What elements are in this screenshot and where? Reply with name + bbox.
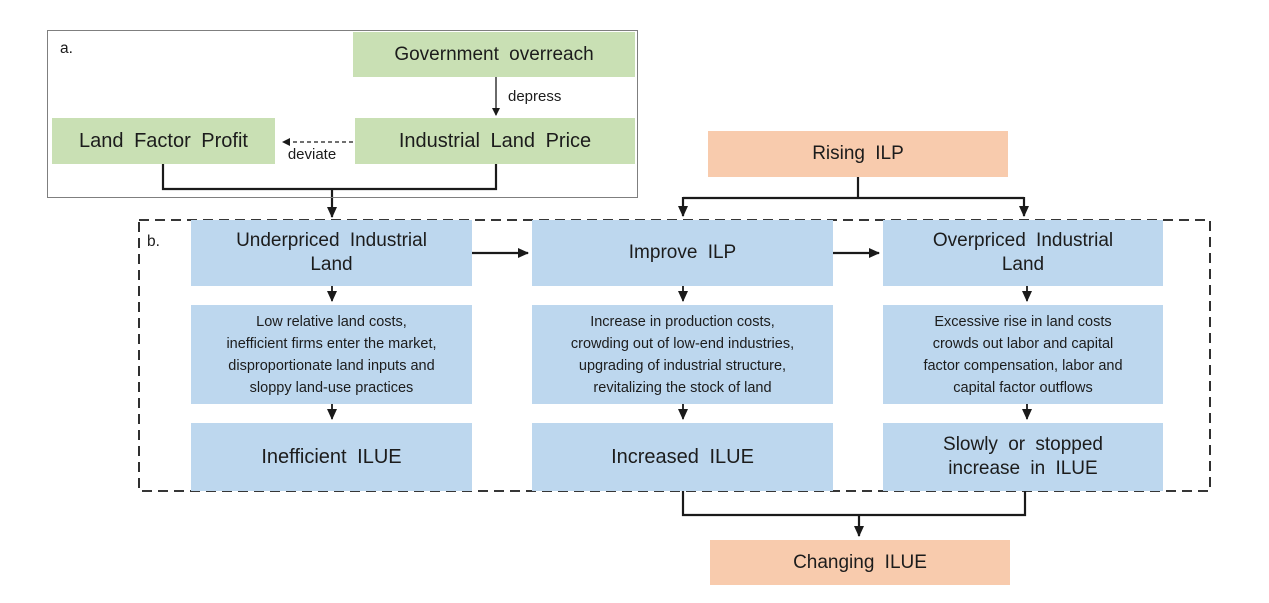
node-inefficient-ilue: Inefficient ILUE <box>191 423 472 491</box>
edge-label-depress: depress <box>508 88 562 105</box>
node-land-factor-profit: Land Factor Profit <box>52 118 275 164</box>
panel-a-frame <box>47 30 638 198</box>
node-slowly-increase-ilue: Slowly or stopped increase in ILUE <box>883 423 1163 491</box>
panel-b-label: b. <box>147 233 160 250</box>
node-overpriced-effects: Excessive rise in land costs crowds out … <box>883 305 1163 404</box>
node-improve-effects: Increase in production costs, crowding o… <box>532 305 833 404</box>
node-increased-ilue: Increased ILUE <box>532 423 833 491</box>
connector-profit-price-join <box>161 163 498 191</box>
node-government-overreach: Government overreach <box>353 32 635 77</box>
node-improve-ilp: Improve ILP <box>532 220 833 286</box>
node-changing-ilue: Changing ILUE <box>710 540 1010 585</box>
panel-a-label: a. <box>60 40 73 57</box>
node-industrial-land-price: Industrial Land Price <box>355 118 635 164</box>
node-underpriced-industrial-land: Underpriced Industrial Land <box>191 220 472 286</box>
node-rising-ilp: Rising ILP <box>708 131 1008 177</box>
node-overpriced-industrial-land: Overpriced Industrial Land <box>883 220 1163 286</box>
bottom-bracket <box>681 491 1027 517</box>
edge-label-deviate: deviate <box>287 146 337 163</box>
node-underpriced-effects: Low relative land costs, inefficient fir… <box>191 305 472 404</box>
